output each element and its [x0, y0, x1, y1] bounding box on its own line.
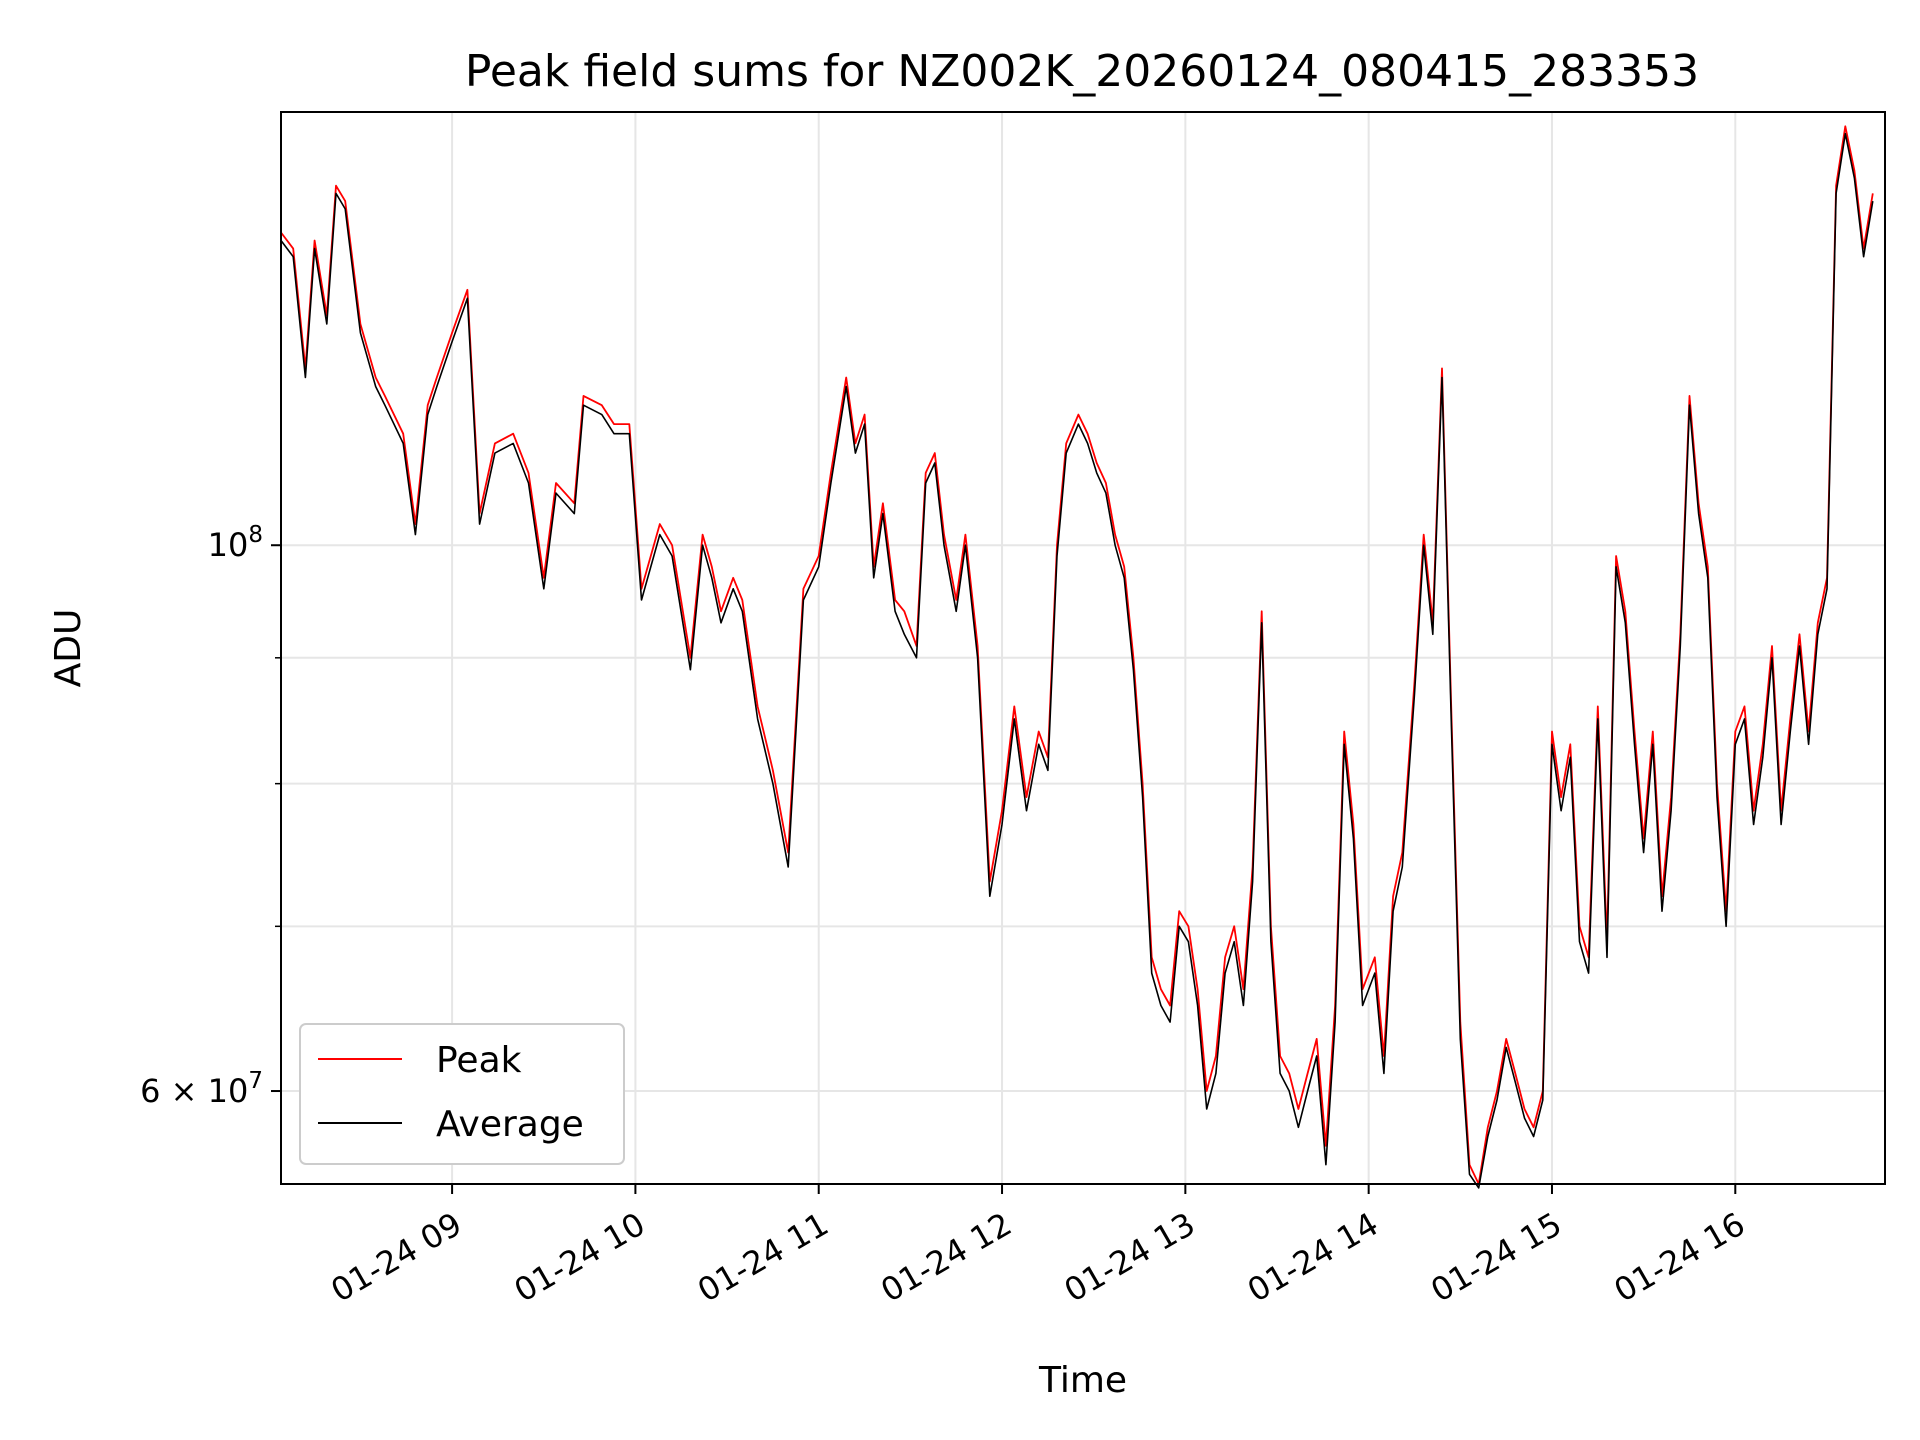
- plot-frame: [280, 111, 1886, 1185]
- series-line-average: [280, 132, 1874, 1189]
- y-tick-label: 108: [208, 522, 263, 564]
- legend-label-peak: Peak: [436, 1040, 522, 1081]
- legend: Peak Average: [299, 1023, 625, 1165]
- series-layer: [280, 125, 1874, 1189]
- grid: [281, 112, 1885, 1184]
- y-tick-base: 6 × 10: [140, 1072, 248, 1110]
- y-tick-base: 10: [208, 526, 249, 564]
- legend-label-average: Average: [436, 1104, 584, 1145]
- y-tick-exponent: 8: [248, 522, 263, 548]
- chart-title: Peak field sums for NZ002K_20260124_0804…: [465, 46, 1699, 97]
- series-line-peak: [280, 125, 1874, 1185]
- x-axis-label: Time: [1038, 1360, 1127, 1401]
- y-tick-exponent: 7: [248, 1068, 263, 1094]
- y-axis-label: ADU: [48, 609, 89, 688]
- y-tick-label: 6 × 107: [140, 1068, 263, 1110]
- y-axis-ticks: 108 6 × 107: [140, 522, 281, 1110]
